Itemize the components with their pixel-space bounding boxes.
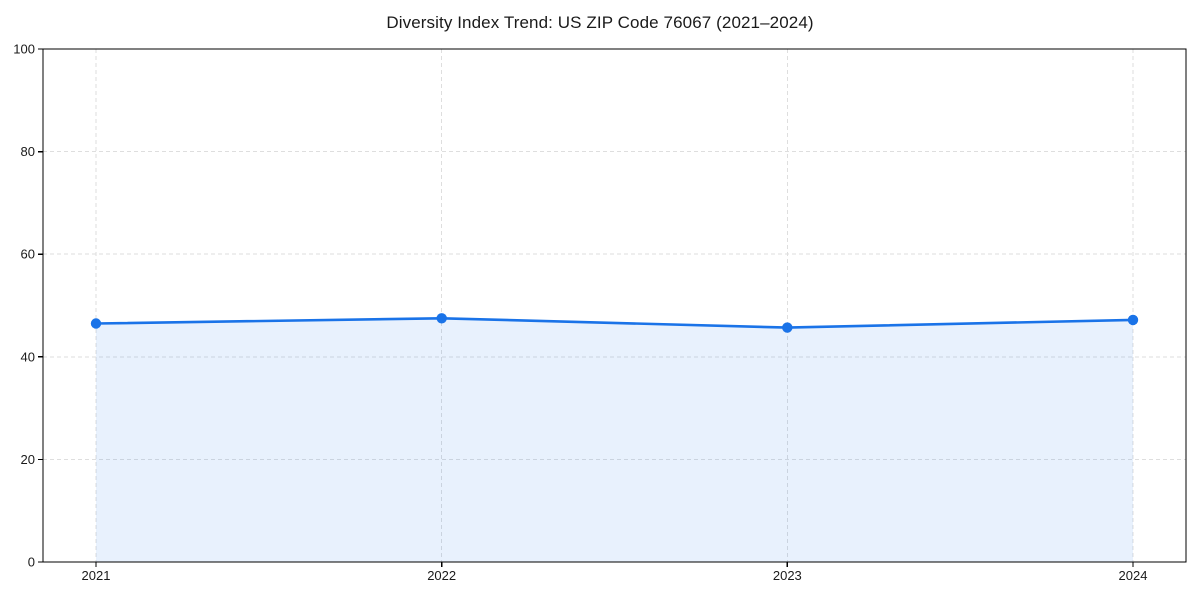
chart-title: Diversity Index Trend: US ZIP Code 76067… (386, 13, 814, 32)
x-tick-label: 2022 (427, 568, 456, 583)
y-tick-label: 40 (21, 349, 35, 364)
data-point (90, 318, 102, 329)
trend-line (94, 316, 1135, 329)
x-tick-label: 2021 (82, 568, 111, 583)
x-tick-label: 2023 (773, 568, 802, 583)
y-tick-label: 80 (21, 144, 35, 159)
data-point (1127, 314, 1139, 326)
area-fill (96, 318, 1133, 562)
y-tick-label: 0 (28, 555, 35, 570)
y-tick-label: 20 (21, 452, 35, 467)
y-tick-label: 60 (21, 247, 35, 262)
data-point (782, 322, 793, 333)
y-tick-label: 100 (13, 42, 35, 57)
data-point (436, 313, 447, 324)
x-tick-label: 2024 (1119, 568, 1148, 583)
plot-border (42, 48, 1187, 563)
